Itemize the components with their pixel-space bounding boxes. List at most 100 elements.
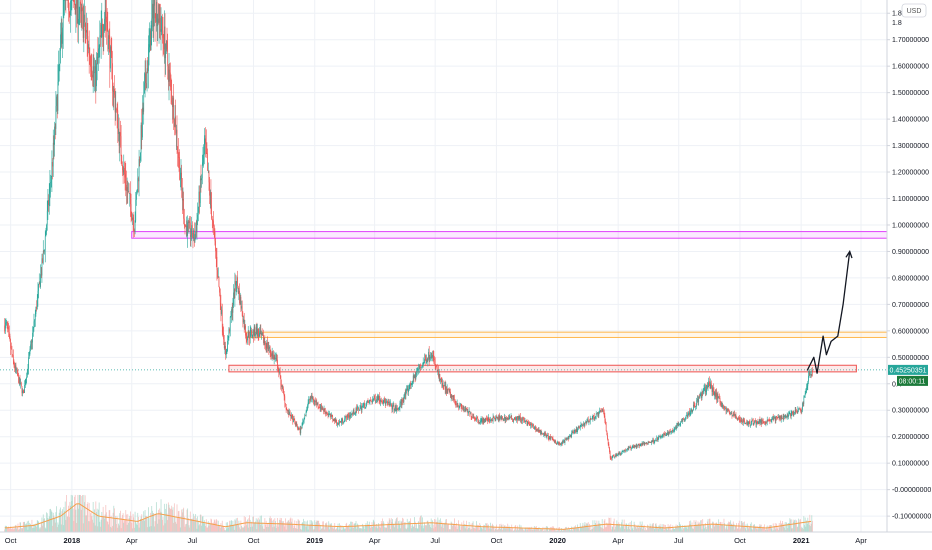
candle-body — [195, 232, 196, 239]
candle-body — [364, 407, 366, 408]
candle-body — [288, 410, 290, 415]
candle-body — [593, 415, 594, 417]
candle-body — [96, 56, 98, 64]
candle-body — [231, 309, 232, 316]
candle-body — [716, 394, 718, 400]
candle-body — [810, 374, 812, 375]
candle-body — [759, 419, 761, 423]
price-axis[interactable]: 1.8 1.70000000 1.60000000 1.50000000 1.40000… — [887, 11, 931, 521]
candle-body — [522, 418, 523, 421]
candle-body — [455, 401, 457, 405]
candle-body — [448, 389, 449, 391]
candle-body — [560, 444, 562, 445]
candle-body — [806, 387, 807, 393]
candle-body — [617, 454, 618, 456]
candle-body — [508, 418, 510, 420]
candle-body — [788, 413, 790, 415]
candle-body — [274, 356, 276, 359]
candle-body — [809, 372, 811, 375]
candle-body — [398, 408, 399, 410]
candle-body — [146, 68, 148, 89]
candle-body — [800, 408, 801, 411]
candle-body — [22, 390, 24, 392]
candle-body — [362, 405, 364, 407]
candle-body — [478, 420, 479, 423]
candle-body — [732, 415, 734, 416]
candle-body — [410, 384, 412, 386]
price-axis-label: 1.8 — [892, 11, 902, 18]
candle-body — [505, 417, 507, 421]
candle-body — [740, 420, 742, 423]
candle-body — [388, 401, 390, 406]
candle-body — [351, 412, 353, 414]
candle-body — [335, 418, 336, 423]
candle-body — [698, 397, 700, 402]
candle-body — [567, 438, 568, 439]
candle-body — [382, 402, 383, 404]
candle-body — [744, 423, 746, 424]
candle-body — [652, 439, 654, 442]
candle-body — [281, 385, 283, 387]
candle-body — [128, 191, 129, 193]
currency-label[interactable]: USD — [901, 3, 927, 18]
candle-body — [630, 447, 632, 449]
candle-body — [475, 419, 477, 421]
candle-body — [600, 410, 602, 411]
candle-body — [348, 415, 350, 418]
candle-body — [605, 421, 606, 425]
candle-body — [17, 374, 19, 376]
candle-body — [390, 403, 391, 405]
candle-body — [434, 359, 436, 366]
candle-body — [808, 375, 809, 382]
candle-body — [557, 441, 558, 443]
candle-body — [420, 367, 421, 368]
candle-body — [635, 445, 637, 447]
candle-body — [206, 152, 208, 158]
candle-body — [589, 421, 590, 423]
candle-body — [47, 200, 49, 211]
price-axis-label: 1.40000000 — [892, 117, 929, 124]
candle-body — [170, 77, 172, 87]
candle-body — [687, 414, 688, 418]
candle-body — [488, 417, 490, 421]
candle-body — [450, 391, 451, 398]
candle-body — [462, 407, 463, 409]
candle-body — [709, 384, 711, 389]
candle-body — [164, 26, 165, 50]
price-axis-label: 1.30000000 — [892, 143, 929, 150]
candle-body — [708, 381, 710, 385]
candle-body — [284, 396, 286, 404]
candle-body — [553, 439, 554, 441]
candle-body — [712, 387, 714, 391]
candle-body — [550, 436, 552, 440]
candle-body — [111, 52, 113, 64]
candle-body — [540, 430, 542, 435]
candle-body — [623, 450, 625, 452]
candle-body — [471, 416, 473, 418]
candle-body — [684, 419, 686, 421]
time-axis[interactable]: Oct 2018 Apr Jul Oct 2019 Apr Jul Oct 2020 Apr Jul O… — [5, 536, 868, 545]
candle-body — [174, 116, 176, 127]
price-axis-label: -0.00000000 — [892, 487, 931, 494]
candle-body — [577, 428, 578, 432]
candle-body — [298, 428, 300, 430]
candle-body — [93, 66, 95, 74]
candle-body — [134, 230, 135, 232]
candle-body — [253, 326, 255, 336]
candle-body — [382, 402, 384, 404]
candle-body — [197, 214, 198, 220]
candle-body — [648, 442, 650, 443]
candle-body — [106, 22, 108, 31]
candle-body — [595, 413, 597, 416]
candle-body — [100, 35, 101, 38]
candle-body — [778, 416, 779, 418]
candle-body — [787, 415, 789, 417]
candle-body — [459, 404, 461, 407]
candle-body — [695, 405, 697, 407]
candle-body — [574, 430, 576, 431]
candle-body — [70, 0, 72, 2]
candle-body — [211, 218, 213, 221]
candle-body — [154, 0, 155, 6]
candle-body — [390, 403, 392, 407]
